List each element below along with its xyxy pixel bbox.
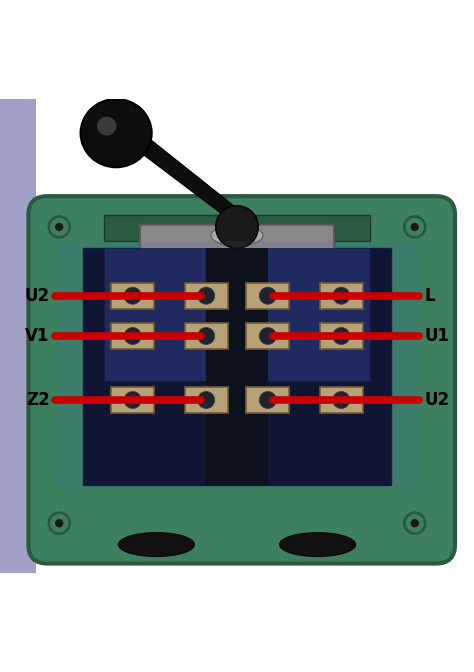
Bar: [185, 323, 228, 349]
Circle shape: [410, 519, 419, 528]
Ellipse shape: [81, 99, 152, 167]
Bar: [0, 99, 36, 573]
Circle shape: [259, 392, 276, 409]
Circle shape: [333, 287, 350, 304]
Circle shape: [259, 287, 276, 304]
Ellipse shape: [97, 117, 117, 135]
Circle shape: [410, 223, 419, 231]
Circle shape: [124, 287, 141, 304]
Bar: [206, 249, 268, 485]
Text: U2: U2: [424, 391, 449, 409]
Bar: [111, 387, 154, 413]
Text: V1: V1: [26, 327, 50, 345]
Circle shape: [333, 327, 350, 345]
Circle shape: [198, 392, 215, 409]
Bar: [320, 387, 363, 413]
Ellipse shape: [280, 533, 356, 556]
FancyBboxPatch shape: [28, 196, 455, 564]
Bar: [320, 323, 363, 349]
Bar: [111, 323, 154, 349]
Text: L: L: [424, 287, 435, 304]
Text: U1: U1: [424, 327, 449, 345]
Circle shape: [198, 327, 215, 345]
Bar: [104, 249, 370, 381]
Circle shape: [49, 513, 70, 534]
Bar: [185, 283, 228, 308]
Circle shape: [198, 287, 215, 304]
FancyBboxPatch shape: [140, 224, 334, 255]
Bar: [111, 283, 154, 308]
Circle shape: [404, 216, 425, 237]
Bar: [246, 323, 289, 349]
Ellipse shape: [211, 225, 263, 246]
Circle shape: [124, 392, 141, 409]
Circle shape: [404, 513, 425, 534]
Polygon shape: [104, 130, 246, 227]
Bar: [57, 241, 417, 488]
Circle shape: [216, 206, 258, 249]
Text: Z2: Z2: [26, 391, 50, 409]
Circle shape: [259, 327, 276, 345]
Circle shape: [49, 216, 70, 237]
Bar: [320, 283, 363, 308]
Bar: [246, 387, 289, 413]
Circle shape: [55, 519, 64, 528]
Bar: [246, 283, 289, 308]
Bar: [83, 249, 391, 485]
Bar: [104, 215, 370, 241]
Circle shape: [124, 327, 141, 345]
Circle shape: [333, 392, 350, 409]
Ellipse shape: [118, 533, 194, 556]
Circle shape: [55, 223, 64, 231]
Bar: [185, 387, 228, 413]
Text: U2: U2: [25, 287, 50, 304]
